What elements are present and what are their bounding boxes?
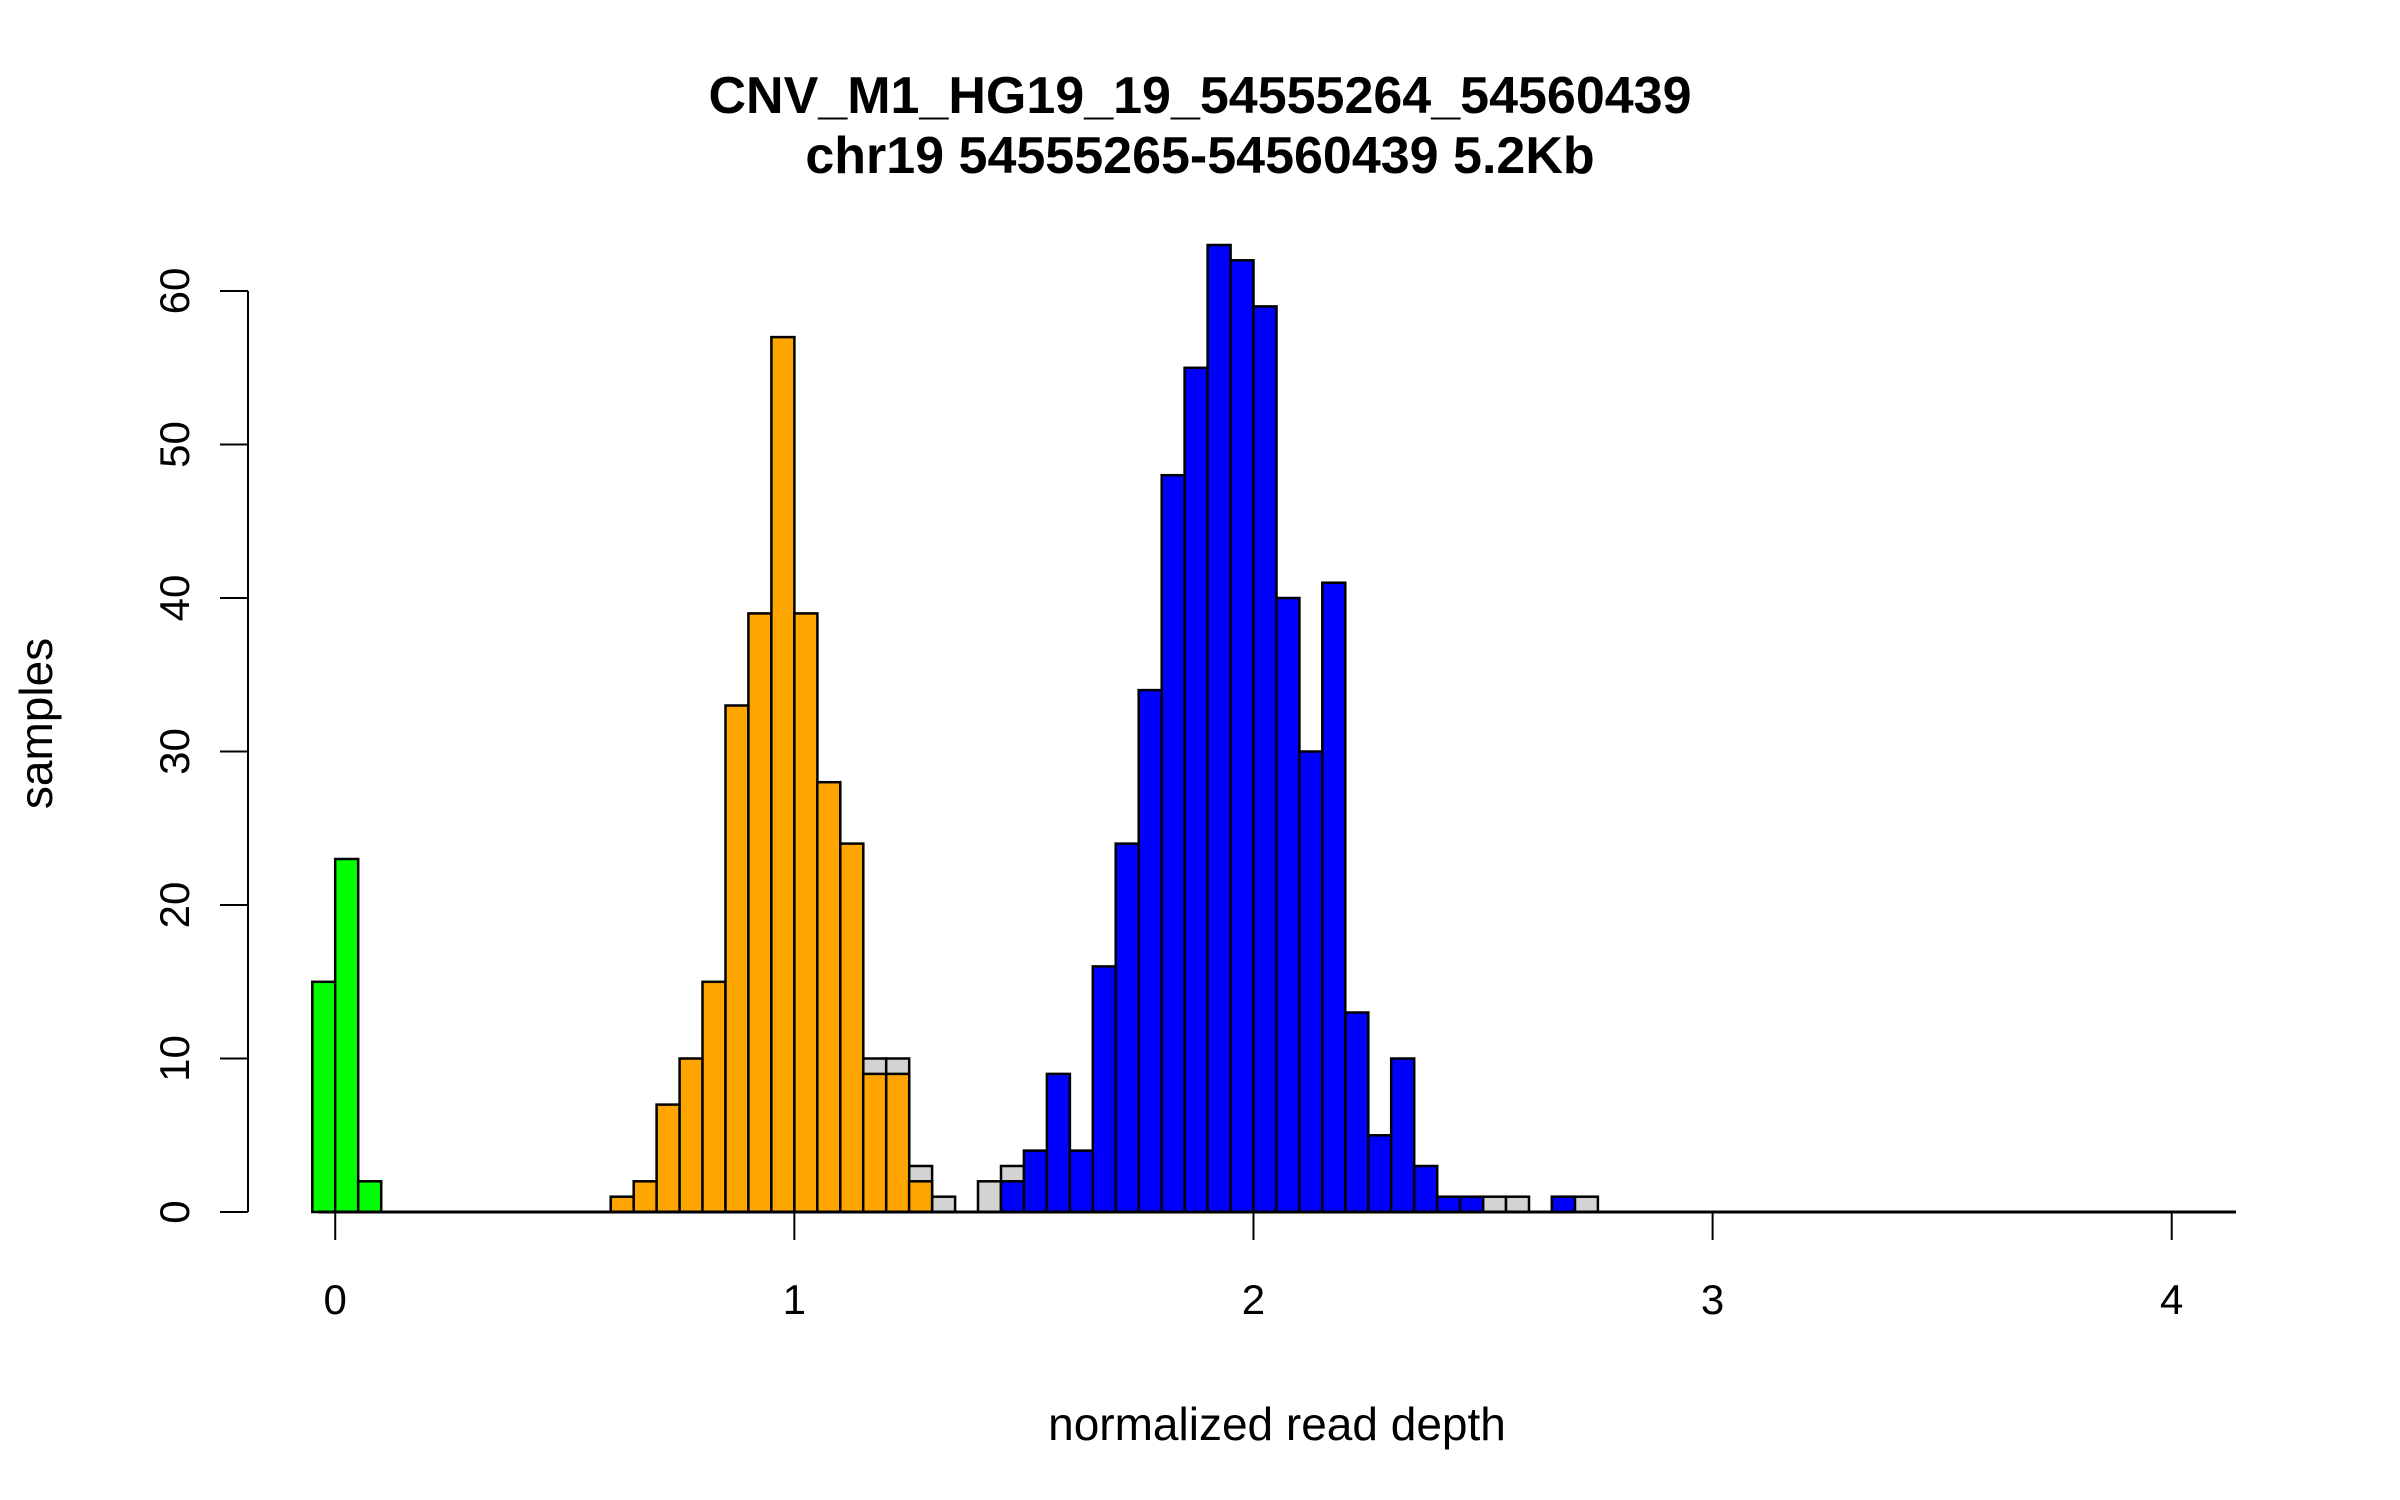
y-tick-label: 40 [151,575,198,622]
histogram-bar [1022,1149,1049,1214]
histogram-bar [1160,473,1186,1214]
histogram-bar [678,1057,704,1214]
histogram-bar [1481,1195,1508,1214]
histogram-bar [793,612,819,1214]
x-tick-label: 2 [1242,1276,1265,1323]
histogram-bar [1389,1057,1416,1214]
y-tick-label: 60 [151,268,198,315]
histogram-bar [976,1180,1003,1214]
histogram-bar [311,980,337,1214]
chart-title: CNV_M1_HG19_19_54555264_54560439 [708,67,1692,125]
histogram-bar [861,1072,888,1214]
histogram-bar [655,1103,681,1214]
bars-group [311,243,1600,1214]
histogram-bar [1367,1134,1393,1214]
histogram-bar [1045,1072,1072,1214]
histogram-bar [356,1180,383,1214]
histogram-bar [1091,965,1118,1214]
histogram-bar [1412,1164,1439,1214]
y-axis: 0 10 20 30 40 50 60 [151,268,249,1224]
histogram-bar [907,1180,934,1214]
histogram-bar [333,857,360,1214]
histogram-bar [1550,1195,1577,1214]
y-tick-label: 50 [151,421,198,468]
x-tick-label: 3 [1701,1276,1724,1323]
y-tick-label: 0 [151,1200,198,1223]
x-tick-label: 4 [2160,1276,2183,1323]
histogram-bar [1068,1149,1095,1214]
histogram-bar [609,1195,635,1214]
histogram-bar [632,1180,658,1214]
y-axis-label: samples [10,638,62,809]
histogram-bar [1275,596,1301,1214]
x-tick-label: 0 [324,1276,347,1323]
histogram-bar [1252,305,1278,1214]
histogram-bar [747,612,773,1214]
histogram-bar [1206,243,1232,1214]
y-tick-label: 20 [151,882,198,929]
histogram-bar [1114,842,1140,1214]
histogram-bar [1137,688,1163,1214]
histogram-bar [930,1195,957,1214]
histogram-bar [724,704,750,1214]
histogram-bar [1229,259,1255,1214]
histogram-bar [816,780,842,1214]
histogram-bar [1504,1195,1531,1214]
histogram-bar [1183,366,1209,1214]
histogram-bar [770,335,796,1214]
histogram-bar [839,842,865,1214]
x-tick-label: 1 [783,1276,806,1323]
chart-subtitle: chr19 54555265-54560439 5.2Kb [805,127,1595,185]
y-tick-label: 30 [151,728,198,775]
x-axis-label: normalized read depth [1048,1398,1506,1450]
histogram-bar [1298,750,1324,1214]
histogram-bar [701,980,727,1214]
histogram-bar [999,1180,1026,1214]
y-tick-label: 10 [151,1035,198,1082]
histogram-bar [1344,1011,1370,1214]
histogram-bar [1435,1195,1462,1214]
histogram-bar [884,1072,911,1214]
histogram-bar [1321,581,1347,1214]
histogram-bar [1573,1195,1600,1214]
histogram-bar [1458,1195,1485,1214]
x-axis: 0 1 2 3 4 [324,1211,2183,1323]
